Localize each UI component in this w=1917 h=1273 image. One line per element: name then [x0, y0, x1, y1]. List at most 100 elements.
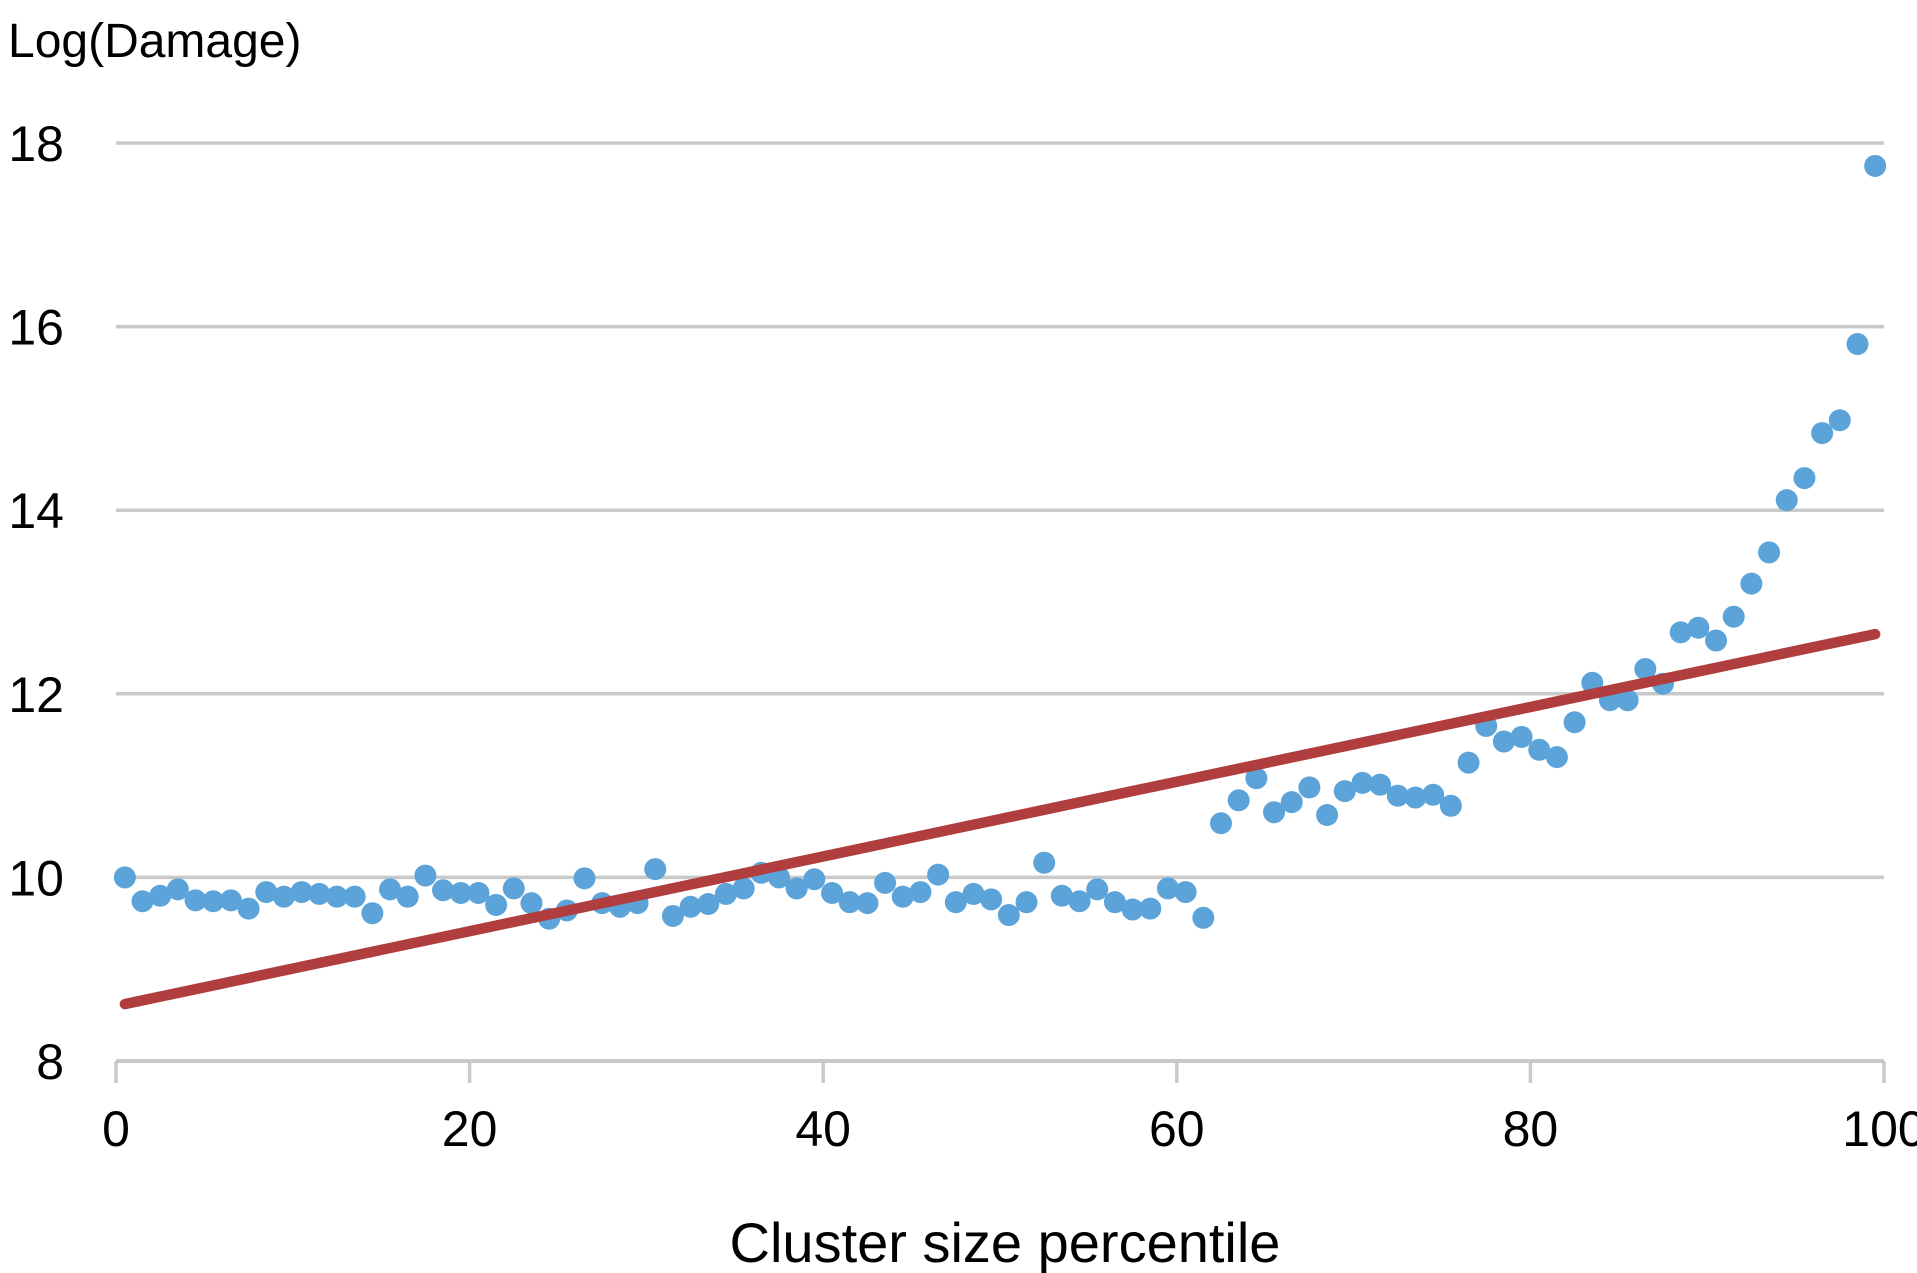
data-point — [1068, 890, 1091, 913]
data-point — [449, 882, 472, 905]
tick-labels: 8 10 12 14 16 18 0 20 40 60 80 100 — [8, 116, 1917, 1157]
data-point — [485, 893, 508, 916]
regression-line — [119, 628, 1881, 1010]
data-point — [1793, 467, 1816, 490]
data-point — [661, 904, 684, 927]
data-point — [1192, 906, 1215, 929]
data-point — [1298, 776, 1321, 799]
data-point — [343, 885, 366, 908]
data-point — [1563, 711, 1586, 734]
data-point — [1139, 897, 1162, 920]
x-axis — [114, 1059, 1886, 1083]
data-point — [1386, 784, 1409, 807]
data-point — [1156, 877, 1179, 900]
y-tick-label-14: 14 — [8, 483, 64, 539]
data-point — [432, 879, 455, 902]
data-point — [219, 889, 242, 912]
data-point — [113, 866, 136, 889]
data-point — [1510, 725, 1533, 748]
data-point — [131, 890, 154, 913]
data-point — [1210, 812, 1232, 835]
data-point — [1103, 891, 1126, 914]
data-point — [1121, 898, 1144, 921]
data-point — [927, 863, 950, 886]
data-point — [149, 884, 172, 907]
data-point — [1758, 541, 1781, 564]
data-point — [361, 902, 384, 925]
data-point — [944, 891, 967, 914]
data-point — [1245, 767, 1268, 790]
data-point — [1864, 154, 1887, 177]
data-point — [308, 882, 331, 905]
data-point — [732, 877, 755, 900]
data-point — [1369, 773, 1392, 796]
data-point — [166, 878, 189, 901]
scatter-points — [113, 154, 1887, 930]
data-point — [891, 885, 914, 908]
data-point — [1722, 605, 1745, 628]
data-point — [290, 881, 313, 904]
data-point — [1227, 789, 1250, 812]
data-point — [1439, 794, 1462, 817]
y-tick-label-16: 16 — [8, 300, 64, 356]
data-point — [1634, 658, 1657, 681]
x-tick-label-100: 100 — [1842, 1101, 1917, 1157]
x-tick-label-20: 20 — [442, 1101, 498, 1157]
data-point — [1492, 730, 1515, 753]
data-point — [1422, 783, 1445, 806]
data-point — [202, 890, 225, 913]
data-point — [467, 882, 490, 905]
data-point — [1033, 851, 1056, 874]
data-point — [1404, 786, 1427, 809]
data-point — [184, 889, 207, 912]
data-point — [1846, 333, 1869, 356]
data-point — [1263, 801, 1286, 824]
data-point — [874, 871, 897, 894]
data-point — [255, 881, 278, 904]
data-point — [1811, 422, 1834, 445]
data-point — [962, 882, 985, 905]
data-point — [1687, 616, 1710, 639]
data-point — [1828, 409, 1851, 432]
data-point — [821, 882, 844, 905]
data-point — [573, 867, 596, 890]
data-point — [679, 895, 702, 918]
data-point — [1316, 803, 1339, 826]
data-point — [272, 885, 295, 908]
data-point — [785, 877, 808, 900]
data-point — [396, 885, 419, 908]
data-point — [1351, 771, 1374, 794]
data-point — [909, 881, 932, 904]
data-point — [414, 864, 437, 887]
data-point — [838, 891, 861, 914]
data-point — [803, 868, 826, 891]
data-point — [1050, 884, 1073, 907]
data-point — [697, 893, 720, 916]
x-tick-label-80: 80 — [1503, 1101, 1559, 1157]
x-axis-label: Cluster size percentile — [730, 1211, 1281, 1273]
data-point — [1545, 746, 1568, 769]
data-point — [502, 877, 525, 900]
data-point — [1528, 738, 1551, 761]
data-point — [1086, 878, 1109, 901]
y-tick-label-12: 12 — [8, 667, 64, 723]
data-point — [714, 882, 737, 905]
data-point — [1015, 891, 1038, 914]
data-point — [1669, 621, 1692, 644]
data-point — [237, 897, 260, 920]
y-tick-label-10: 10 — [8, 850, 64, 906]
data-point — [1457, 751, 1480, 774]
data-point — [644, 858, 667, 881]
data-point — [1333, 780, 1356, 803]
data-point — [997, 904, 1020, 927]
data-point — [1616, 689, 1639, 712]
data-point — [1775, 489, 1798, 512]
data-point — [1705, 629, 1728, 652]
x-tick-label-0: 0 — [102, 1101, 130, 1157]
data-point — [1174, 881, 1197, 904]
data-point — [1280, 791, 1303, 814]
data-point — [856, 892, 879, 915]
data-point — [520, 892, 543, 915]
trend-line-layer — [119, 628, 1881, 1010]
